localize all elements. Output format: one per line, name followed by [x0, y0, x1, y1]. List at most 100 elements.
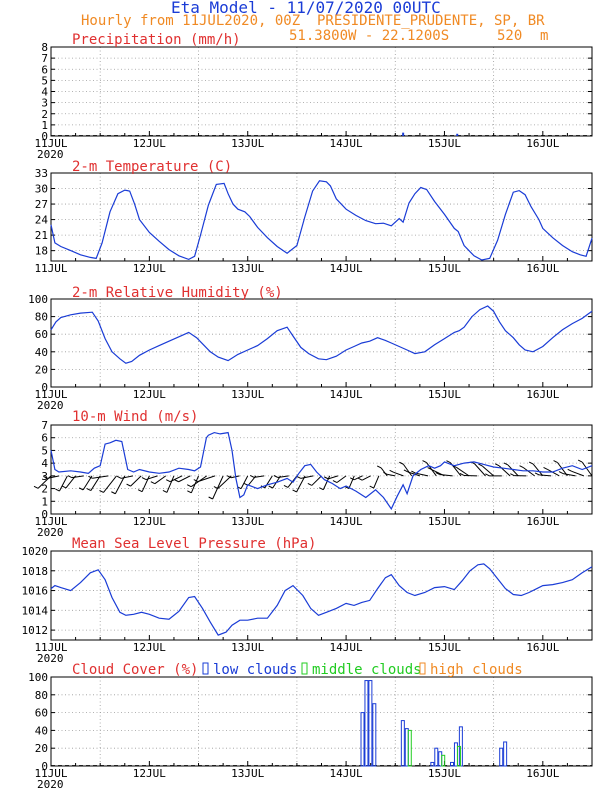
y-tick-label: 2 [41, 108, 48, 121]
y-tick-label: 33 [35, 167, 48, 180]
y-tick-label: 1020 [22, 545, 49, 558]
panel-title: Cloud Cover (%) [72, 662, 198, 678]
x-tick-label: 16JUL [526, 137, 559, 150]
x-tick-label: 15JUL [428, 388, 461, 401]
wind-barb [373, 475, 380, 489]
y-tick-label: 60 [35, 707, 48, 720]
wind-barb [130, 475, 142, 487]
wind-barb [393, 471, 404, 477]
wind-barb [240, 475, 249, 489]
x-tick-label: 13JUL [231, 515, 264, 528]
y-tick-label: 6 [41, 432, 48, 445]
cloud-bar-low-clouds [372, 703, 377, 767]
wind-barb-flag [319, 487, 324, 491]
wind-barb [581, 461, 593, 477]
wind-barb [82, 475, 93, 491]
x-tick-label: 11JUL [34, 388, 67, 401]
temp-series-line [50, 180, 593, 261]
wind-barb-flag [478, 463, 483, 467]
x-tick-label: 13JUL [231, 641, 264, 654]
wind-barb [402, 463, 413, 477]
legend-label: middle clouds [312, 662, 422, 678]
legend-label: high clouds [430, 662, 523, 678]
wind-barb-flag [86, 488, 92, 492]
wind-barb-flag [553, 460, 558, 464]
x-tick-label: 16JUL [526, 767, 559, 780]
cloud-bar-low-clouds [434, 747, 439, 767]
location-coords: 51.3800W - 22.1200S [289, 28, 450, 44]
x-tick-label: 11JUL [34, 262, 67, 275]
y-tick-label: 20 [35, 363, 48, 376]
panel-title: 10-m Wind (m/s) [72, 409, 198, 425]
y-tick-label: 30 [35, 183, 48, 196]
wind-barb-flag [422, 460, 427, 463]
x-tick-label: 12JUL [133, 388, 166, 401]
y-tick-label: 1 [41, 495, 48, 508]
cloud-bar-middle-clouds [441, 754, 446, 767]
wind-barb [47, 475, 60, 479]
y-tick-label: 3 [41, 470, 48, 483]
x-tick-label: 12JUL [133, 262, 166, 275]
panel-mslp: 1012 1014 1016 1018 1020 11JUL 12JUL 13JUL 14JUL… [22, 536, 593, 665]
y-tick-label: 100 [28, 671, 48, 684]
wind-barb [562, 473, 576, 477]
wind-barb-flag [435, 472, 440, 475]
mslp-series-line [50, 563, 593, 636]
wind-barb [154, 475, 167, 485]
legend-swatch [419, 662, 426, 675]
station-elevation: 520 [497, 28, 523, 44]
cloud-bar-low-clouds [400, 720, 405, 767]
x-tick-label: 13JUL [231, 388, 264, 401]
panel-title: 2-m Temperature (C) [72, 159, 232, 175]
wind-series-line [50, 431, 593, 511]
wind-barb-flag [296, 475, 302, 479]
wind-barb-flag [292, 489, 297, 493]
wind-barb-flag [268, 485, 273, 489]
x-tick-label: 13JUL [231, 262, 264, 275]
wind-barb-flag [137, 489, 143, 493]
wind-barb-flag [67, 475, 73, 479]
x-year-label: 2020 [37, 148, 64, 161]
x-tick-label: 14JUL [330, 388, 363, 401]
y-tick-label: 6 [41, 63, 48, 76]
cloud-bar-low-clouds [368, 680, 373, 767]
x-tick-label: 16JUL [526, 262, 559, 275]
wind-barb-flag [116, 475, 122, 479]
wind-barb [474, 463, 486, 477]
wind-barb-flag [459, 473, 465, 476]
wind-barb-flag [213, 486, 219, 489]
x-tick-label: 14JUL [330, 515, 363, 528]
y-tick-label: 18 [35, 245, 48, 258]
wind-barb [482, 465, 494, 477]
wind-barb-flag [273, 475, 279, 478]
wind-barb [296, 475, 306, 493]
wind-barb-flag [577, 459, 583, 463]
x-tick-label: 13JUL [231, 137, 264, 150]
wind-barb-flag [528, 461, 534, 465]
wind-barb-flag [33, 485, 39, 489]
x-tick-label: 13JUL [231, 767, 264, 780]
wind-barb-flag [111, 491, 116, 495]
cloud-bar-middle-clouds [407, 729, 412, 767]
y-tick-label: 7 [41, 52, 48, 65]
wind-barb [547, 469, 560, 477]
wind-barb-flag [376, 465, 382, 469]
panel-title: 2-m Relative Humidity (%) [72, 285, 283, 301]
x-tick-label: 16JUL [526, 641, 559, 654]
wind-barb [322, 475, 331, 490]
wind-barb [336, 475, 347, 483]
wind-barb [456, 467, 470, 477]
y-tick-label: 1018 [22, 565, 49, 578]
wind-barb [114, 475, 126, 494]
wind-barb-flag [567, 468, 572, 472]
cloud-bar-low-clouds [430, 761, 435, 767]
wind-barb [59, 475, 68, 492]
wind-barb [92, 475, 109, 479]
x-tick-label: 12JUL [133, 515, 166, 528]
y-tick-label: 0 [41, 508, 48, 521]
wind-barb-flag [174, 479, 179, 483]
wind-barb-flag [162, 490, 168, 493]
legend-swatch [301, 662, 308, 675]
y-tick-label: 1016 [22, 585, 49, 598]
x-tick-label: 14JUL [330, 641, 363, 654]
